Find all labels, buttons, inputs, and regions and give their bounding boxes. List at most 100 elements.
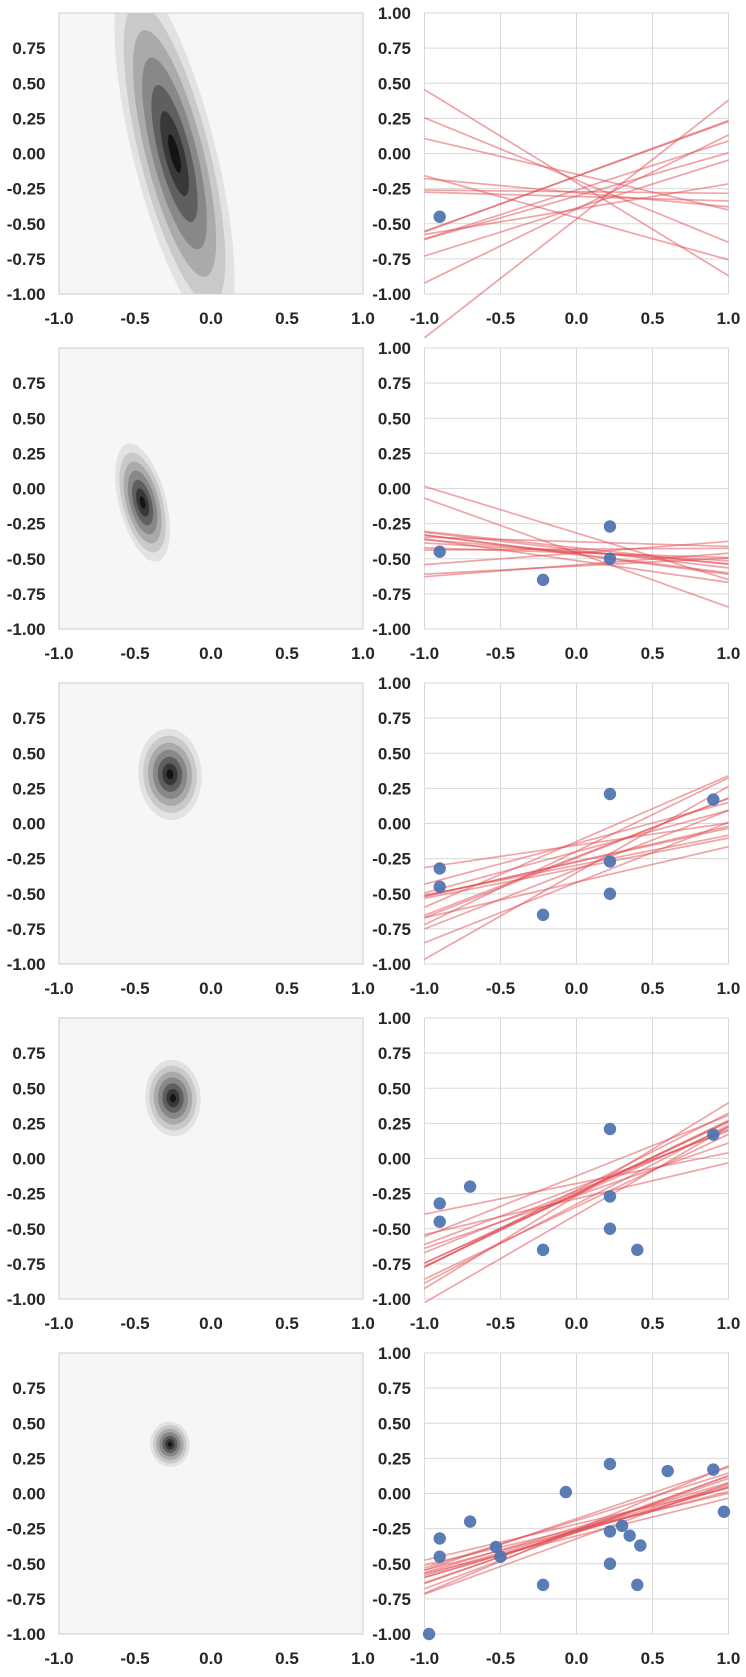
svg-text:-0.5: -0.5 [486, 1314, 515, 1333]
svg-text:-0.50: -0.50 [7, 215, 46, 234]
svg-text:-1.0: -1.0 [44, 309, 73, 328]
svg-text:0.50: 0.50 [378, 409, 411, 428]
svg-text:0.75: 0.75 [378, 39, 411, 58]
svg-text:0.50: 0.50 [378, 744, 411, 763]
svg-text:0.25: 0.25 [12, 444, 45, 463]
svg-text:-0.25: -0.25 [372, 1185, 411, 1204]
svg-text:0.0: 0.0 [199, 309, 223, 328]
svg-text:-1.00: -1.00 [372, 955, 411, 974]
svg-text:0.00: 0.00 [378, 480, 411, 499]
svg-text:-1.00: -1.00 [7, 1625, 46, 1644]
svg-text:1.0: 1.0 [351, 1649, 375, 1668]
svg-text:1.0: 1.0 [351, 1314, 375, 1333]
svg-text:-0.50: -0.50 [7, 1555, 46, 1574]
svg-text:-1.0: -1.0 [410, 1314, 439, 1333]
svg-text:0.00: 0.00 [378, 1150, 411, 1169]
svg-text:0.25: 0.25 [12, 1114, 45, 1133]
svg-text:0.5: 0.5 [641, 644, 665, 663]
svg-text:-0.25: -0.25 [372, 1520, 411, 1539]
svg-text:1.0: 1.0 [717, 979, 741, 998]
svg-text:0.00: 0.00 [378, 1485, 411, 1504]
svg-text:-0.50: -0.50 [7, 550, 46, 569]
svg-text:-0.75: -0.75 [7, 920, 46, 939]
svg-text:-1.0: -1.0 [44, 1314, 73, 1333]
svg-text:-0.75: -0.75 [7, 1255, 46, 1274]
svg-text:1.00: 1.00 [378, 1344, 411, 1363]
svg-text:0.50: 0.50 [12, 744, 45, 763]
svg-text:-1.0: -1.0 [410, 309, 439, 328]
svg-text:-1.00: -1.00 [372, 620, 411, 639]
svg-text:-0.5: -0.5 [120, 309, 149, 328]
svg-text:0.5: 0.5 [641, 979, 665, 998]
svg-text:1.0: 1.0 [351, 979, 375, 998]
svg-text:-1.0: -1.0 [44, 979, 73, 998]
svg-text:-0.75: -0.75 [372, 1255, 411, 1274]
svg-text:-0.75: -0.75 [372, 920, 411, 939]
svg-text:-1.0: -1.0 [410, 979, 439, 998]
svg-text:-1.00: -1.00 [372, 1290, 411, 1309]
svg-text:1.00: 1.00 [378, 4, 411, 23]
svg-text:1.00: 1.00 [378, 1009, 411, 1028]
svg-text:0.5: 0.5 [275, 979, 299, 998]
svg-text:0.0: 0.0 [565, 1649, 589, 1668]
svg-text:0.00: 0.00 [12, 815, 45, 834]
svg-text:-0.5: -0.5 [120, 644, 149, 663]
svg-text:-0.25: -0.25 [7, 850, 46, 869]
svg-text:0.75: 0.75 [12, 1044, 45, 1063]
svg-text:0.0: 0.0 [565, 1314, 589, 1333]
svg-text:1.00: 1.00 [378, 339, 411, 358]
svg-text:-0.5: -0.5 [120, 1649, 149, 1668]
svg-text:-0.25: -0.25 [7, 180, 46, 199]
svg-text:-0.75: -0.75 [7, 1590, 46, 1609]
svg-text:0.50: 0.50 [12, 1414, 45, 1433]
svg-text:0.75: 0.75 [12, 39, 45, 58]
svg-text:-1.00: -1.00 [7, 1290, 46, 1309]
svg-text:-1.0: -1.0 [44, 1649, 73, 1668]
svg-text:1.0: 1.0 [717, 644, 741, 663]
svg-text:0.5: 0.5 [275, 309, 299, 328]
svg-text:-1.00: -1.00 [7, 955, 46, 974]
svg-text:-1.00: -1.00 [372, 1625, 411, 1644]
svg-text:-0.50: -0.50 [372, 1555, 411, 1574]
svg-text:-0.5: -0.5 [486, 309, 515, 328]
svg-text:0.5: 0.5 [641, 309, 665, 328]
svg-text:-1.0: -1.0 [410, 1649, 439, 1668]
svg-text:0.75: 0.75 [12, 709, 45, 728]
svg-text:-0.25: -0.25 [372, 850, 411, 869]
svg-text:0.5: 0.5 [275, 1314, 299, 1333]
svg-text:0.00: 0.00 [378, 815, 411, 834]
svg-text:-0.50: -0.50 [372, 550, 411, 569]
svg-text:-0.75: -0.75 [372, 250, 411, 269]
svg-text:-1.00: -1.00 [7, 620, 46, 639]
svg-text:-0.25: -0.25 [7, 1520, 46, 1539]
svg-text:0.50: 0.50 [378, 1079, 411, 1098]
svg-text:0.75: 0.75 [378, 1379, 411, 1398]
svg-text:0.0: 0.0 [199, 1314, 223, 1333]
svg-text:1.0: 1.0 [717, 309, 741, 328]
svg-text:0.5: 0.5 [641, 1314, 665, 1333]
svg-text:0.0: 0.0 [565, 644, 589, 663]
svg-text:-0.25: -0.25 [372, 180, 411, 199]
svg-text:1.0: 1.0 [351, 644, 375, 663]
svg-text:0.25: 0.25 [12, 1449, 45, 1468]
svg-text:1.0: 1.0 [717, 1649, 741, 1668]
svg-text:0.25: 0.25 [378, 1449, 411, 1468]
svg-text:-0.25: -0.25 [372, 515, 411, 534]
svg-text:-0.50: -0.50 [372, 215, 411, 234]
svg-text:1.0: 1.0 [351, 309, 375, 328]
svg-text:0.75: 0.75 [12, 374, 45, 393]
svg-text:0.50: 0.50 [12, 1079, 45, 1098]
svg-text:0.50: 0.50 [12, 409, 45, 428]
svg-text:-0.5: -0.5 [486, 979, 515, 998]
svg-text:0.0: 0.0 [199, 1649, 223, 1668]
svg-text:0.75: 0.75 [378, 709, 411, 728]
svg-text:0.0: 0.0 [199, 979, 223, 998]
svg-text:0.5: 0.5 [275, 1649, 299, 1668]
svg-text:0.75: 0.75 [378, 1044, 411, 1063]
svg-text:0.0: 0.0 [565, 309, 589, 328]
svg-text:0.0: 0.0 [199, 644, 223, 663]
svg-text:0.5: 0.5 [275, 644, 299, 663]
svg-text:0.25: 0.25 [12, 109, 45, 128]
svg-text:0.25: 0.25 [378, 1114, 411, 1133]
svg-text:-0.50: -0.50 [372, 885, 411, 904]
